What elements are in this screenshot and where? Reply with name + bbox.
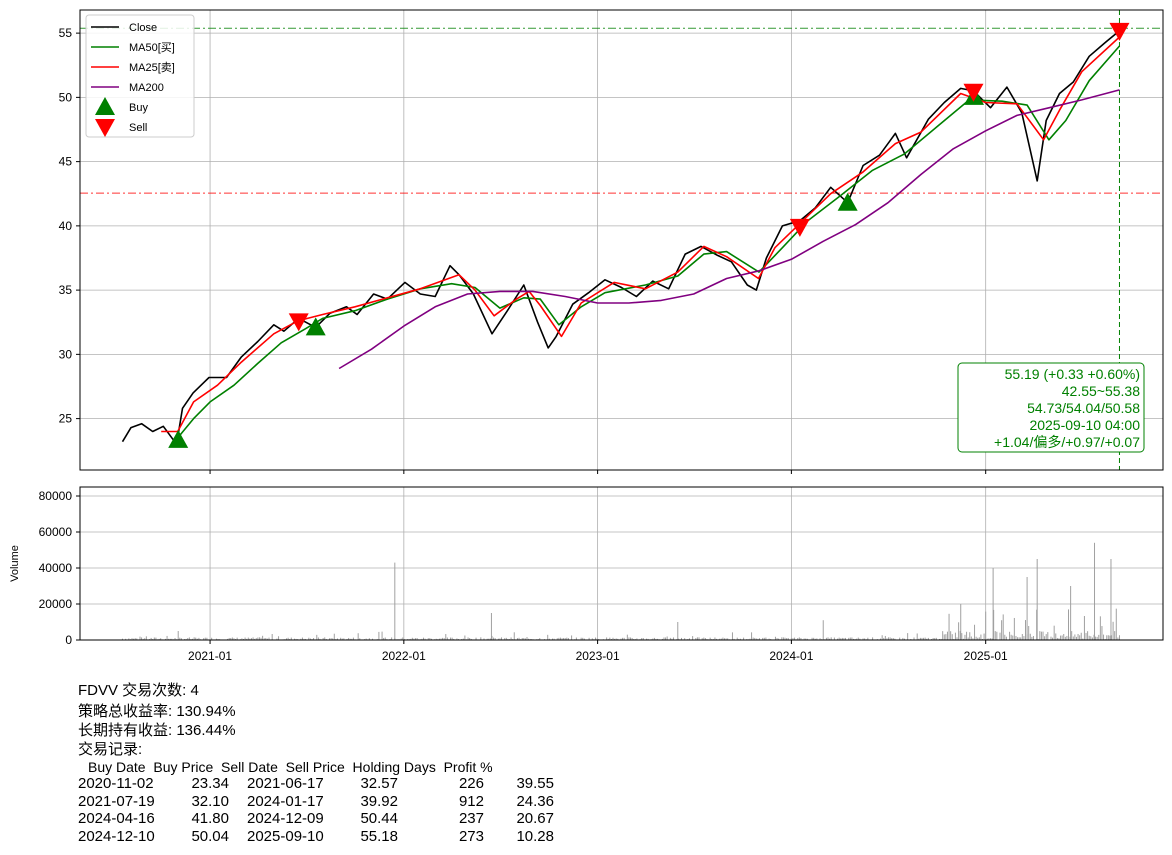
trade-table-header: Buy Date Buy Price Sell Date Sell Price … [88,759,493,775]
stock-chart-figure: 25 30 35 40 45 50 55 Close MA50[买] MA25[卖] MA200 Bu… [9,9,1164,663]
volume-axis-label: Volume [9,545,21,582]
trade-cell-sell-date: 2021-06-17 [247,775,324,792]
trade-cell-buy-date: 2024-04-16 [78,810,155,827]
summary-title: FDVV 交易次数: 4 [78,682,199,699]
sell-marker [288,313,309,332]
legend-box [85,14,195,138]
buy-marker [168,429,189,448]
annotation-box [957,362,1145,453]
legend: Close MA50[买] MA25[卖] MA200 Buy Sell [85,14,195,138]
annotation-line: +1.04/偏多/+0.97/+0.07 [994,434,1140,450]
volume-tick-label: 0 [65,633,72,647]
volume-xtick-label: 2023-01 [576,649,620,663]
trade-cell-buy-price: 32.10 [191,792,229,810]
price-frame [79,9,1164,471]
price-tick-label: 50 [59,90,73,104]
trade-cell-buy-price: 23.34 [191,775,229,792]
legend-label: MA25[卖] [129,61,175,74]
price-panel: 25 30 35 40 45 50 55 Close MA50[买] MA25[卖] MA200 Bu… [59,9,1164,474]
volume-xtick-label: 2022-01 [382,649,426,663]
sell-marker [789,218,810,237]
legend-label: Close [129,22,157,34]
trade-cell-days: 237 [458,810,484,827]
annotation-line: 2025-09-10 04:00 [1029,417,1140,433]
volume-tick-label: 80000 [39,489,73,503]
trade-cell-sell-price: 50.44 [360,810,398,827]
volume-tick-label: 60000 [39,525,73,539]
volume-xtick-label: 2025-01 [964,649,1008,663]
trade-cell-sell-price: 32.57 [360,775,398,792]
trade-cell-profit: 10.28 [516,827,554,845]
price-tick-label: 30 [59,347,73,361]
price-tick-label: 35 [59,283,73,297]
annotation-line: 55.19 (+0.33 +0.60%) [1005,366,1140,382]
trade-cell-buy-date: 2021-07-19 [78,792,155,810]
price-tick-label: 45 [59,155,73,169]
buy-marker [305,317,326,336]
sell-marker [963,83,984,102]
trade-cell-sell-date: 2024-01-17 [247,792,324,810]
trade-cell-buy-date: 2024-12-10 [78,827,155,845]
trade-cell-profit: 39.55 [516,775,554,792]
price-tick-label: 55 [59,26,73,40]
volume-xtick-label: 2021-01 [188,649,232,663]
annotation-line: 42.55~55.38 [1062,383,1140,399]
legend-label: Sell [129,122,147,134]
series-line-ma200 [338,89,1120,370]
trade-cell-sell-date: 2025-09-10 [247,827,324,845]
trade-cell-buy-price: 50.04 [191,827,229,845]
trade-cell-sell-date: 2024-12-09 [247,810,324,827]
strategy-return: 策略总收益率: 130.94% [78,703,236,720]
volume-panel: 0 20000 40000 60000 80000 2021-01 2022-01 2023-… [9,486,1164,663]
trade-cell-profit: 24.36 [516,792,554,810]
trade-cell-profit: 20.67 [516,810,554,827]
price-annotation: 55.19 (+0.33 +0.60%)42.55~55.3854.73/54.… [957,362,1145,453]
annotation-line: 54.73/54.04/50.58 [1027,400,1140,416]
volume-frame [79,486,1164,641]
buy-marker [837,192,858,211]
legend-sell-marker [95,119,115,137]
price-tick-label: 25 [59,412,73,426]
legend-label: Buy [129,102,148,114]
trade-cell-buy-price: 41.80 [191,810,229,827]
records-label: 交易记录: [78,741,143,758]
trade-cell-sell-price: 55.18 [360,827,398,845]
series-line-close [121,30,1121,446]
trade-cell-days: 912 [458,792,484,810]
legend-label: MA200 [129,82,164,94]
hold-return: 长期持有收益: 136.44% [78,722,236,739]
volume-tick-label: 20000 [39,597,73,611]
legend-buy-marker [95,97,115,115]
trade-cell-days: 273 [458,827,484,845]
volume-tick-label: 40000 [39,561,73,575]
volume-xtick-label: 2024-01 [769,649,813,663]
price-tick-label: 40 [59,219,73,233]
legend-label: MA50[买] [129,41,175,54]
trade-cell-days: 226 [458,775,484,792]
trade-cell-buy-date: 2020-11-02 [78,775,154,792]
trade-cell-sell-price: 39.92 [360,792,398,810]
volume-plot-area [80,487,1163,640]
sell-marker [1109,22,1130,41]
